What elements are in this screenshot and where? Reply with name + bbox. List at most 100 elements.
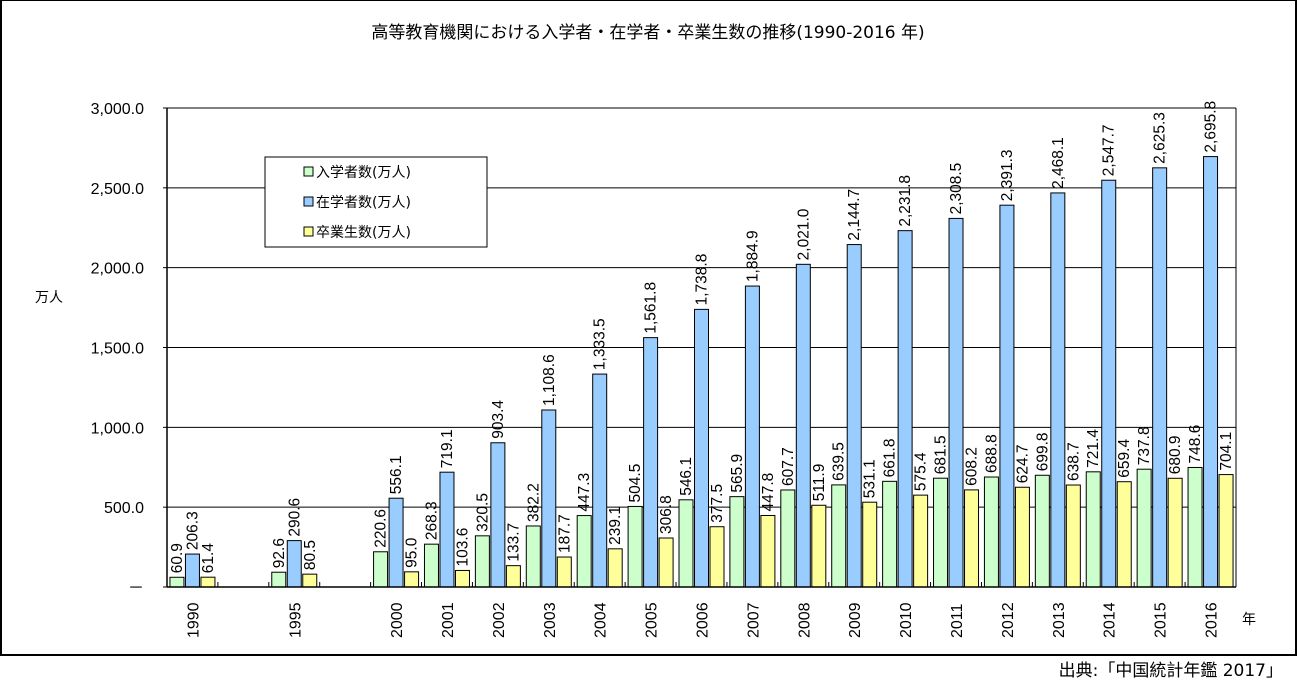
x-tick-label: 2013	[1051, 602, 1068, 638]
data-label: 607.7	[780, 447, 797, 486]
x-tick-label: 2002	[491, 602, 508, 638]
bar-graduates-2014	[1116, 481, 1132, 588]
bar-enrolled-2008	[795, 263, 811, 588]
bar-entrants-2002	[474, 535, 490, 588]
data-label: 382.2	[525, 483, 542, 522]
data-label: 546.1	[678, 457, 695, 496]
bar-enrolled-2014	[1101, 179, 1117, 588]
data-label: 638.7	[1065, 442, 1082, 481]
bar-entrants-2004	[576, 515, 592, 588]
bar-enrolled-2012	[999, 204, 1015, 588]
bar-graduates-2016	[1218, 474, 1234, 588]
data-label: 704.1	[1218, 432, 1235, 471]
bar-entrants-1990	[169, 576, 185, 588]
data-label: 2,021.0	[795, 208, 812, 260]
x-tick-label: 1995	[287, 602, 304, 638]
chart-title: 高等教育機関における入学者・在学者・卒業生数の推移(1990-2016 年)	[371, 23, 924, 43]
data-label: 556.1	[388, 455, 405, 494]
x-tick-label: 2001	[440, 602, 457, 638]
bar-entrants-2011	[933, 477, 949, 588]
bar-enrolled-2013	[1050, 192, 1066, 588]
data-label: 2,391.3	[999, 149, 1016, 201]
bar-enrolled-2011	[948, 217, 964, 588]
legend-label: 入学者数(万人)	[316, 165, 411, 181]
bar-entrants-2012	[983, 476, 999, 588]
bar-graduates-2011	[964, 489, 980, 588]
bar-enrolled-2016	[1203, 156, 1219, 588]
legend-label: 卒業生数(万人)	[316, 225, 411, 241]
data-label: 2,547.7	[1101, 124, 1118, 176]
data-label: 1,108.6	[541, 354, 558, 406]
x-tick-label: 2015	[1153, 602, 1170, 638]
bar-graduates-2001	[454, 569, 470, 588]
bar-enrolled-2002	[490, 442, 506, 588]
data-label: 61.4	[200, 543, 217, 574]
bar-graduates-2009	[862, 501, 878, 588]
bar-enrolled-2003	[541, 409, 557, 588]
bar-entrants-2010	[882, 480, 898, 588]
x-tick-label: 2005	[644, 602, 661, 638]
legend-swatch	[303, 226, 314, 237]
bar-entrants-2016	[1187, 466, 1203, 588]
bar-entrants-2001	[423, 543, 439, 588]
bar-graduates-2005	[658, 537, 674, 588]
data-label: 1,884.9	[744, 230, 761, 282]
bar-entrants-2009	[831, 484, 847, 588]
bar-enrolled-2000	[388, 497, 404, 588]
x-tick-label: 2004	[593, 602, 610, 638]
bar-entrants-2003	[525, 525, 541, 588]
y-tick-label: 2,500.0	[91, 181, 144, 198]
data-label: 206.3	[184, 511, 201, 550]
data-label: 377.5	[709, 484, 726, 523]
bar-graduates-2012	[1014, 486, 1030, 588]
bar-enrolled-2010	[897, 230, 913, 588]
x-tick-label: 2003	[542, 602, 559, 638]
x-tick-label: 2014	[1102, 602, 1119, 638]
data-label: 306.8	[658, 495, 675, 534]
bar-enrolled-1995	[286, 540, 302, 588]
data-label: 721.4	[1085, 429, 1102, 468]
data-label: 1,333.5	[592, 318, 609, 370]
chart-frame	[0, 0, 1297, 656]
bar-graduates-2013	[1065, 484, 1081, 588]
data-label: 447.8	[760, 473, 777, 512]
y-tick-label: 1,500.0	[91, 341, 144, 358]
bar-entrants-2005	[627, 505, 643, 588]
x-tick-label: 2016	[1204, 602, 1221, 638]
data-label: 220.6	[373, 509, 390, 548]
bar-enrolled-2004	[592, 373, 608, 588]
data-label: 80.5	[302, 540, 319, 570]
data-label: 608.2	[964, 447, 981, 486]
y-tick-label: 1,000.0	[91, 420, 144, 437]
bar-enrolled-1990	[184, 553, 200, 588]
x-tick-label: 2007	[745, 602, 762, 638]
data-label: 688.8	[983, 434, 1000, 473]
x-tick-label: 2006	[695, 602, 712, 638]
data-label: 681.5	[933, 435, 950, 474]
bar-entrants-2008	[780, 489, 796, 588]
y-tick-label: 500.0	[104, 500, 144, 517]
data-label: 748.6	[1187, 425, 1204, 464]
bar-graduates-2000	[404, 571, 420, 588]
x-tick-label: 2008	[796, 602, 813, 638]
data-label: 565.9	[729, 454, 746, 493]
data-label: 2,308.5	[948, 163, 965, 215]
data-label: 511.9	[811, 464, 828, 502]
y-tick-label: －	[128, 580, 144, 597]
bar-enrolled-2009	[846, 244, 862, 588]
legend-label: 在学者数(万人)	[316, 195, 411, 211]
data-label: 903.4	[490, 400, 507, 439]
bar-graduates-2003	[556, 556, 572, 588]
data-label: 95.0	[404, 537, 421, 568]
axes: － 500.0 1,000.0 1,500.0 2,000.0 2,500.0 3,000.…	[91, 101, 1237, 638]
bars	[169, 156, 1234, 588]
bar-entrants-2006	[678, 499, 694, 588]
y-tick-label: 3,000.0	[91, 101, 144, 118]
bar-entrants-2013	[1034, 474, 1050, 588]
x-tick-label: 2010	[898, 602, 915, 638]
x-tick-label: 2011	[949, 603, 966, 638]
bar-entrants-2007	[729, 496, 745, 588]
data-label: 575.4	[913, 452, 930, 491]
bar-enrolled-2015	[1152, 167, 1168, 588]
